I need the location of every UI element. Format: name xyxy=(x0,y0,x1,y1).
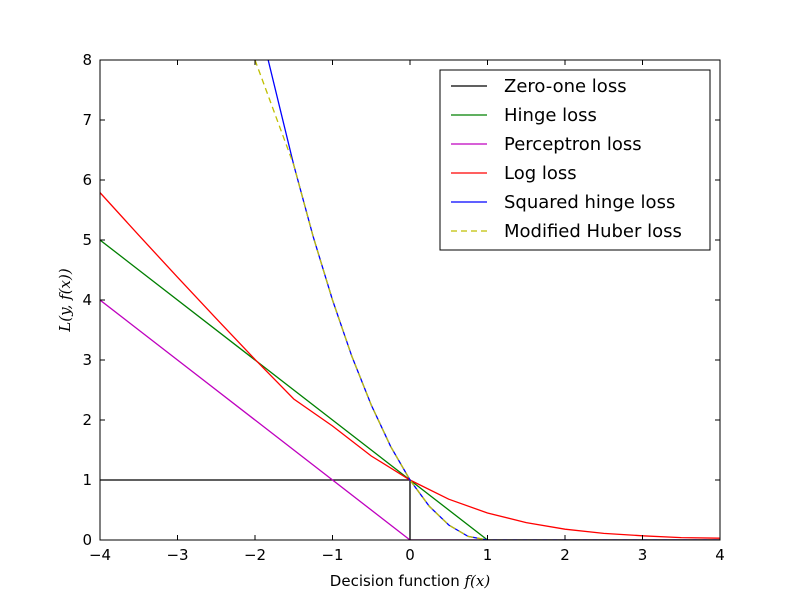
series-line-hinge-loss xyxy=(100,239,720,540)
y-tick-label: 2 xyxy=(82,411,92,429)
x-tick-label: 3 xyxy=(638,546,648,564)
series-line-modified-huber-loss xyxy=(254,60,720,540)
y-tick-label: 5 xyxy=(82,231,92,249)
x-tick-label: −4 xyxy=(89,546,111,564)
y-tick-label: 8 xyxy=(82,51,92,69)
y-tick-label: 0 xyxy=(82,531,92,549)
legend-entry: Hinge loss xyxy=(504,105,597,126)
series-line-perceptron-loss xyxy=(100,299,720,540)
y-tick-label: 1 xyxy=(82,471,92,489)
x-axis-label: Decision function f(x) xyxy=(330,572,491,590)
x-tick-label: −3 xyxy=(166,546,188,564)
legend-entry: Log loss xyxy=(504,163,577,184)
series-line-zero-one-loss xyxy=(100,479,720,540)
y-tick-label: 6 xyxy=(82,171,92,189)
x-tick-label: 0 xyxy=(405,546,415,564)
legend: Zero-one loss Hinge loss Perceptron loss Lo… xyxy=(439,69,711,251)
x-tick-label: 1 xyxy=(483,546,493,564)
legend-entry: Perceptron loss xyxy=(504,134,642,155)
y-tick-label: 4 xyxy=(82,291,92,309)
y-tick-label: 7 xyxy=(82,111,92,129)
x-tick-label: 4 xyxy=(715,546,725,564)
y-tick-label: 3 xyxy=(82,351,92,369)
legend-box xyxy=(439,69,711,251)
legend-entry: Modified Huber loss xyxy=(504,221,682,242)
axis-ticks: −4 −3 −2 −1 0 1 2 3 4 0 1 2 3 4 5 6 7 8 xyxy=(82,51,724,564)
y-axis-label: L(y, f(x)) xyxy=(56,268,74,333)
series-lines xyxy=(100,60,720,540)
legend-entry: Zero-one loss xyxy=(504,76,627,97)
x-tick-label: 2 xyxy=(560,546,570,564)
x-tick-label: −1 xyxy=(321,546,343,564)
x-tick-label: −2 xyxy=(244,546,266,564)
legend-entry: Squared hinge loss xyxy=(504,192,675,213)
